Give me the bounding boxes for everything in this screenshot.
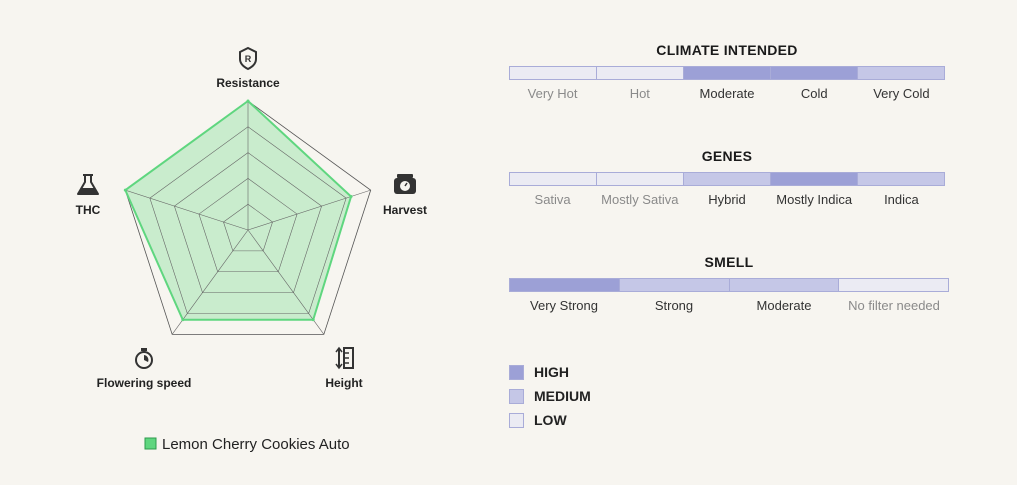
genes-segment-label: Indica [884,192,919,207]
key-low-swatch [509,412,524,428]
climate-bar [509,66,945,80]
smell-segment [728,278,839,292]
key-low-label: LOW [534,412,567,428]
genes-title: GENES [701,148,753,164]
climate-segment-label: Hot [629,86,650,101]
key-medium-swatch [509,388,524,404]
smell-segment-label: Strong [654,298,694,313]
radar-grid-ring [149,126,347,314]
climate-segment-label: Very Cold [873,86,930,101]
genes-segment [857,172,945,186]
smell-title: SMELL [704,254,754,270]
flask-icon [77,174,99,195]
climate-title: CLIMATE INTENDED [656,42,798,58]
genes-labels: Sativa Mostly Sativa Hybrid Mostly Indica In… [509,192,945,207]
climate-segment [596,66,683,80]
shield-icon: R [239,46,257,71]
key-high-label: HIGH [534,364,569,380]
radar-series [123,99,371,335]
genes-segment [683,172,770,186]
smell-labels: Very Strong Strong Moderate No filter neede… [509,298,949,313]
radar-grid-ring [174,152,322,293]
smell-scale: SMELL Very Strong Strong Moderate No filter… [509,254,949,313]
axis-label-harvest: Harvest [383,203,427,217]
smell-segment-label: Very Strong [530,298,598,313]
scale-icon [394,174,416,194]
key-high-swatch [509,364,524,380]
genes-segment-label: Sativa [534,192,571,207]
axis-label-flowering-speed: Flowering speed [97,376,192,390]
climate-segment [770,66,857,80]
radar-series-area [124,99,353,321]
radar-point [311,318,315,322]
level-key: HIGH MEDIUM LOW [509,360,591,432]
axis-label-height: Height [325,376,362,390]
legend-swatch [144,437,157,450]
smell-segment [838,278,949,292]
climate-segment-label: Moderate [699,86,755,101]
genes-segment [770,172,857,186]
genes-segment-label: Mostly Indica [776,192,853,207]
radar-point [246,99,250,103]
genes-bar [509,172,945,186]
axis-label-resistance: Resistance [216,76,280,90]
stopwatch-icon [135,348,153,369]
climate-segment-label: Very Hot [527,86,578,101]
key-high: HIGH [509,360,591,384]
radar-grid-ring [223,203,273,252]
radar-point [123,188,127,192]
ruler-icon [335,346,354,370]
climate-segment-label: Cold [800,86,828,101]
axis-label-thc: THC [76,203,101,217]
radar-spoke [125,189,249,231]
smell-segment [509,278,619,292]
smell-segment-label: No filter needed [848,298,940,313]
genes-segment [509,172,596,186]
genes-segment-label: Hybrid [708,192,746,207]
genes-segment-label: Mostly Sativa [601,192,679,207]
radar-point [349,195,353,199]
genes-scale: GENES Sativa Mostly Sativa Hybrid Mostly In… [509,148,945,207]
climate-labels: Very Hot Hot Moderate Cold Very Cold [509,86,945,101]
key-low: LOW [509,408,591,432]
smell-segment-label: Moderate [756,298,812,313]
climate-segment [857,66,945,80]
radar-spoke [247,229,325,335]
key-medium: MEDIUM [509,384,591,408]
climate-intended-scale: CLIMATE INTENDED Very Hot Hot Moderate Cold… [509,42,945,101]
legend-label: Lemon Cherry Cookies Auto [162,436,350,453]
genes-segment [596,172,683,186]
climate-segment [683,66,770,80]
radar-point [181,318,185,322]
climate-segment [509,66,596,80]
radar-chart: R Resistance Harvest Height Flowering sp… [76,46,427,453]
smell-bar [509,278,949,292]
radar-grid-ring [198,178,298,273]
key-medium-label: MEDIUM [534,388,591,404]
smell-segment [618,278,729,292]
radar-spoke [171,229,249,335]
svg-text:R: R [245,54,252,64]
